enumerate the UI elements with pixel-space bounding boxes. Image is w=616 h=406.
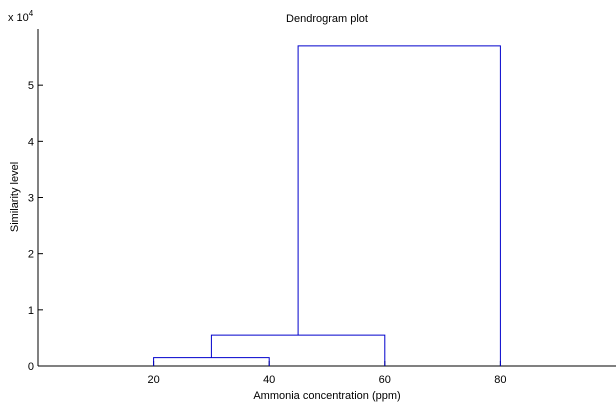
- y-tick-label: 5: [28, 80, 34, 92]
- x-tick-label: 60: [379, 374, 391, 386]
- dendrogram-link-2: [210, 334, 386, 366]
- dendrogram-links: [153, 45, 501, 366]
- dendrogram-link-3: [297, 45, 501, 366]
- x-axis-label: Ammonia concentration (ppm): [253, 390, 400, 402]
- y-exponent-base: x 10: [8, 12, 29, 24]
- x-tick-label: 40: [263, 374, 275, 386]
- y-tick-label: 2: [28, 249, 34, 261]
- y-tick-label: 4: [28, 136, 34, 148]
- y-axis-label: Similarity level: [9, 162, 21, 232]
- dendrogram-link-1: [153, 357, 270, 366]
- x-tick-label: 80: [494, 374, 506, 386]
- y-exponent-label: x 104: [8, 9, 34, 24]
- chart-title: Dendrogram plot: [286, 13, 368, 25]
- y-tick-label: 1: [28, 305, 34, 317]
- y-tick-label: 0: [28, 361, 34, 373]
- axes: 0 1 2 3 4 5 20 40 60 80: [28, 29, 616, 386]
- y-tick-label: 3: [28, 193, 34, 205]
- x-tick-label: 20: [147, 374, 159, 386]
- y-exponent-power: 4: [29, 9, 34, 18]
